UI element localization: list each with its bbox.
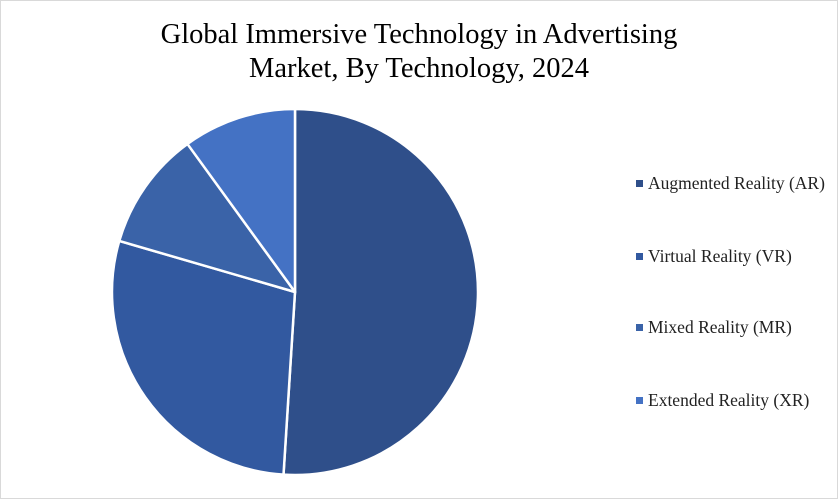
legend-item-mr: Mixed Reality (MR) [636, 316, 836, 338]
legend-item-vr: Virtual Reality (VR) [636, 245, 836, 267]
legend: Augmented Reality (AR) Virtual Reality (… [636, 0, 836, 499]
legend-item-xr: Extended Reality (XR) [636, 389, 836, 411]
legend-label-vr: Virtual Reality (VR) [648, 246, 792, 266]
legend-swatch-xr [636, 397, 643, 404]
legend-item-ar: Augmented Reality (AR) [636, 172, 836, 194]
legend-label-xr: Extended Reality (XR) [648, 390, 810, 410]
chart-title-line-2: Market, By Technology, 2024 [249, 53, 589, 84]
chart-title-line-1: Global Immersive Technology in Advertisi… [160, 19, 678, 50]
pie-slice-xr [186, 107, 297, 294]
legend-label-mr: Mixed Reality (MR) [648, 317, 792, 337]
pie-slice-ar [282, 107, 480, 477]
legend-label-ar: Augmented Reality (AR) [648, 173, 825, 193]
legend-swatch-vr [636, 253, 643, 260]
pie-slice-vr [110, 239, 297, 476]
pie-slice-mr [118, 142, 297, 294]
legend-swatch-mr [636, 324, 643, 331]
chart-title: Global Immersive Technology in Advertisi… [0, 18, 838, 86]
legend-swatch-ar [636, 180, 643, 187]
